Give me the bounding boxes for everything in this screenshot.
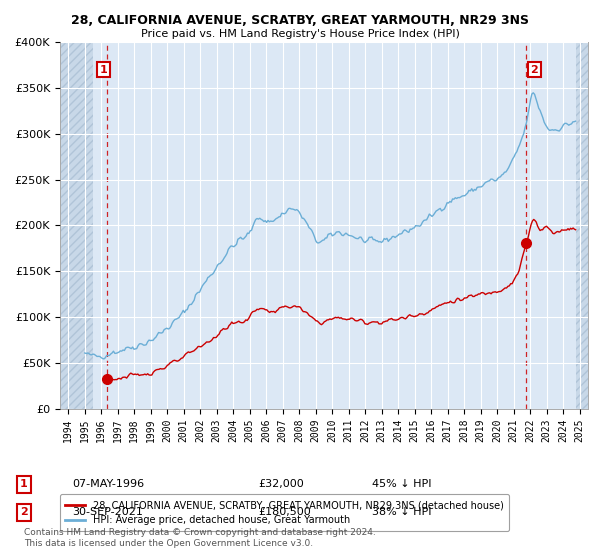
Text: 07-MAY-1996: 07-MAY-1996	[72, 479, 144, 489]
Text: 45% ↓ HPI: 45% ↓ HPI	[372, 479, 431, 489]
Text: £32,000: £32,000	[258, 479, 304, 489]
Text: £180,500: £180,500	[258, 507, 311, 517]
Text: 38% ↓ HPI: 38% ↓ HPI	[372, 507, 431, 517]
Text: Contains HM Land Registry data © Crown copyright and database right 2024.
This d: Contains HM Land Registry data © Crown c…	[24, 528, 376, 548]
Text: 1: 1	[100, 64, 107, 74]
Text: 30-SEP-2021: 30-SEP-2021	[72, 507, 143, 517]
Text: 2: 2	[530, 64, 538, 74]
Bar	[60, 42, 93, 409]
Bar	[575, 42, 588, 409]
Text: Price paid vs. HM Land Registry's House Price Index (HPI): Price paid vs. HM Land Registry's House …	[140, 29, 460, 39]
Text: 28, CALIFORNIA AVENUE, SCRATBY, GREAT YARMOUTH, NR29 3NS: 28, CALIFORNIA AVENUE, SCRATBY, GREAT YA…	[71, 14, 529, 27]
Legend: 28, CALIFORNIA AVENUE, SCRATBY, GREAT YARMOUTH, NR29 3NS (detached house), HPI: : 28, CALIFORNIA AVENUE, SCRATBY, GREAT YA…	[59, 494, 509, 531]
Text: 1: 1	[20, 479, 28, 489]
Text: 2: 2	[20, 507, 28, 517]
